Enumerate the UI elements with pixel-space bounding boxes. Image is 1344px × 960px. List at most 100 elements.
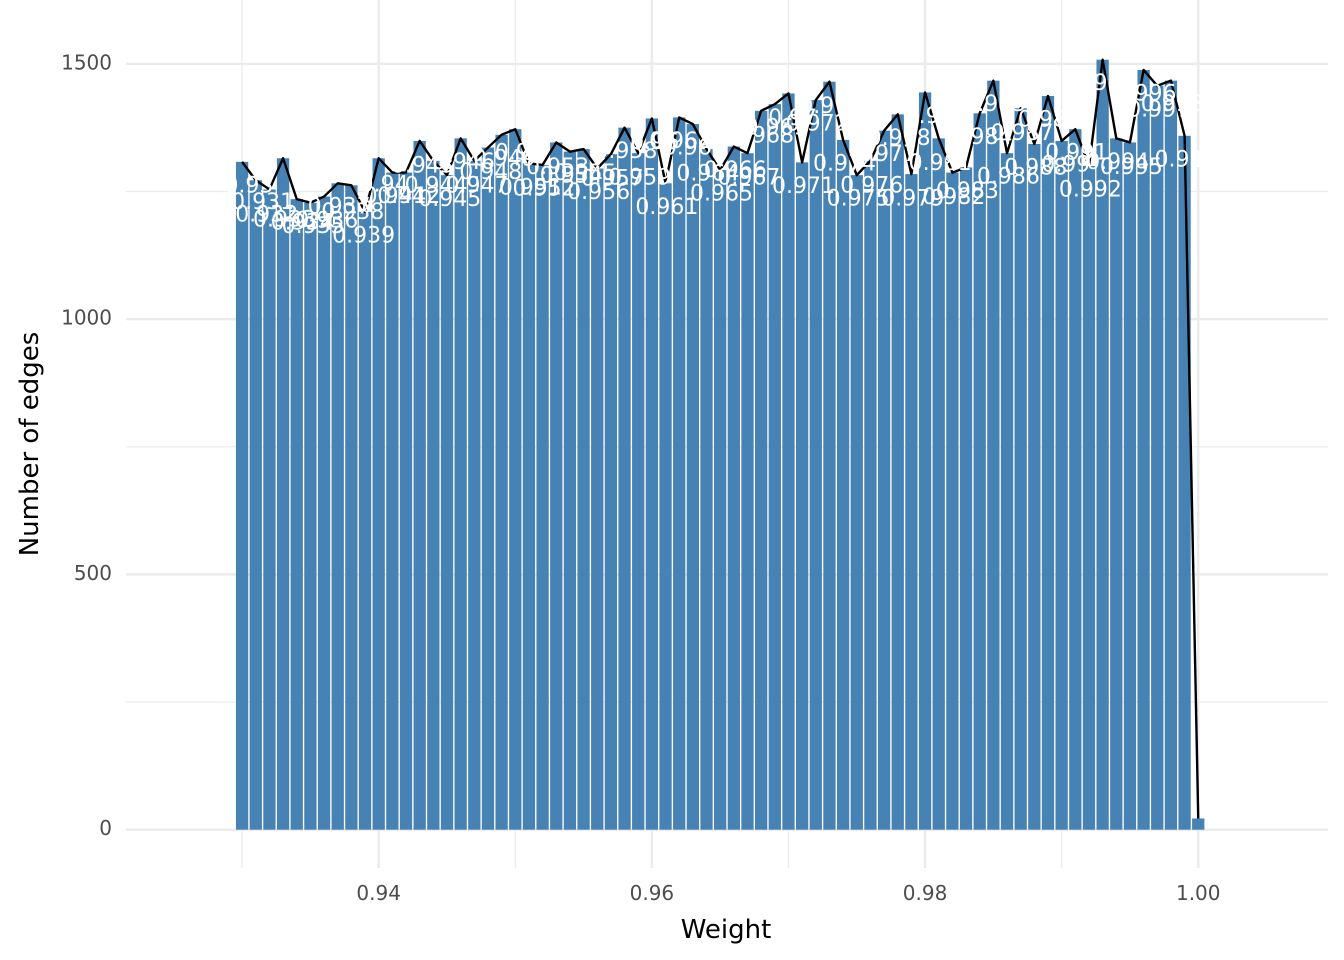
bar-label: 0.989: [1018, 107, 1081, 132]
bar: [823, 81, 836, 830]
bar: [959, 167, 973, 830]
bar: [741, 153, 754, 830]
bar: [509, 129, 522, 830]
bar: [686, 124, 699, 830]
bar-label: 0.938: [321, 200, 384, 225]
bar: [345, 185, 358, 830]
bar: [358, 211, 372, 830]
x-tick-label: 0.98: [903, 881, 948, 905]
bar-label: 0.951: [499, 175, 562, 200]
bar-label: 0.961: [635, 195, 698, 220]
x-tick-label: 0.96: [630, 881, 675, 905]
bar: [276, 158, 290, 830]
bar: [1041, 95, 1055, 830]
bar-label: 0.99: [1041, 152, 1090, 177]
bar: [700, 149, 713, 830]
bar-label: 0.992: [1059, 177, 1122, 202]
bar: [1137, 69, 1150, 830]
bar: [522, 163, 536, 830]
bar: [1151, 85, 1164, 830]
bar-label: 0.994: [1086, 150, 1149, 175]
bar: [481, 147, 495, 830]
bar: [1000, 153, 1014, 830]
bar-label: 0.955: [553, 161, 616, 186]
bar-label: 0.993: [1072, 71, 1135, 96]
bar: [1110, 138, 1123, 830]
bar: [317, 196, 331, 830]
bar: [468, 160, 481, 830]
bar-label: 0.965: [690, 182, 753, 207]
bar-label: 0.98: [905, 104, 954, 129]
bar-label: 0.969: [745, 116, 808, 141]
bar-label: 0.933: [253, 208, 316, 233]
bar-label: 0.977: [854, 142, 917, 167]
y-tick-label: 500: [74, 561, 112, 585]
bar: [645, 118, 659, 830]
bar-label: 0.95: [495, 141, 544, 166]
y-tick-label: 0: [99, 816, 112, 840]
bar-label: 0.949: [473, 146, 536, 171]
bar-label: 0.978: [868, 126, 931, 151]
bar: [659, 183, 672, 830]
bar: [632, 153, 645, 830]
bar-label: 0.981: [909, 151, 972, 176]
bar-label: 0.971: [772, 174, 835, 199]
bar-label: 0.973: [799, 94, 862, 119]
y-tick-label: 1500: [61, 50, 112, 74]
bar: [290, 199, 303, 830]
bar-label: 0.941: [364, 184, 427, 209]
bar: [1164, 80, 1178, 830]
x-axis-title: Weight: [681, 915, 772, 945]
bar: [563, 151, 577, 830]
bar-label: 0.945: [418, 187, 481, 212]
bar-label: 0.942: [377, 184, 440, 209]
bar: [1192, 818, 1205, 830]
bar-label: 0.999: [1154, 147, 1217, 172]
bar-label: 0.943: [391, 153, 454, 178]
bar: [386, 172, 399, 830]
bar-label: 0.934: [271, 211, 334, 236]
bar: [536, 164, 549, 830]
bar-label: 0.987: [991, 121, 1054, 146]
bar-labels-layer: 0.930.9310.9320.9330.9340.9350.9360.9370…: [224, 71, 1217, 248]
bar-label: 0.985: [963, 92, 1026, 117]
y-tick-label: 1000: [61, 306, 112, 330]
bar-label: 0.974: [813, 151, 876, 176]
bar: [864, 160, 877, 830]
bar-label: 0.946: [432, 150, 495, 175]
bar: [1082, 165, 1096, 830]
bar: [1069, 129, 1082, 830]
trend-line: [241, 58, 1200, 819]
bar: [550, 142, 563, 830]
bar: [618, 127, 631, 830]
bar-label: 0.963: [663, 136, 726, 161]
bar-label: 0.995: [1100, 155, 1163, 180]
bar-label: 0.96: [630, 130, 679, 155]
bar: [905, 174, 918, 830]
bar-label: 0.952: [512, 176, 575, 201]
bar-label: 0.979: [881, 187, 944, 212]
bar: [673, 117, 686, 830]
bar-label: 0.964: [676, 162, 739, 187]
y-axis-tick-labels: 0 500 1000 1500: [61, 50, 112, 840]
bar: [427, 160, 440, 830]
bar: [263, 189, 276, 830]
bar-label: 0.937: [308, 194, 371, 219]
bar: [604, 154, 618, 830]
bar-label: 0.957: [581, 167, 644, 192]
bar-label: 0.986: [977, 165, 1040, 190]
bar: [331, 183, 344, 830]
bar-label: 0.967: [717, 166, 780, 191]
bar: [809, 100, 822, 830]
bar: [836, 139, 850, 830]
bar-label: 0.931: [231, 190, 294, 215]
bar: [440, 175, 454, 830]
bar-label: 0.936: [295, 209, 358, 234]
bar-label: 0.996: [1113, 81, 1176, 106]
y-axis-title: Number of edges: [15, 332, 45, 557]
bar-label: 0.991: [1045, 141, 1108, 166]
bar-label: 0.988: [1004, 155, 1067, 180]
bar: [399, 172, 413, 830]
bar: [782, 93, 795, 830]
bar: [235, 161, 249, 830]
